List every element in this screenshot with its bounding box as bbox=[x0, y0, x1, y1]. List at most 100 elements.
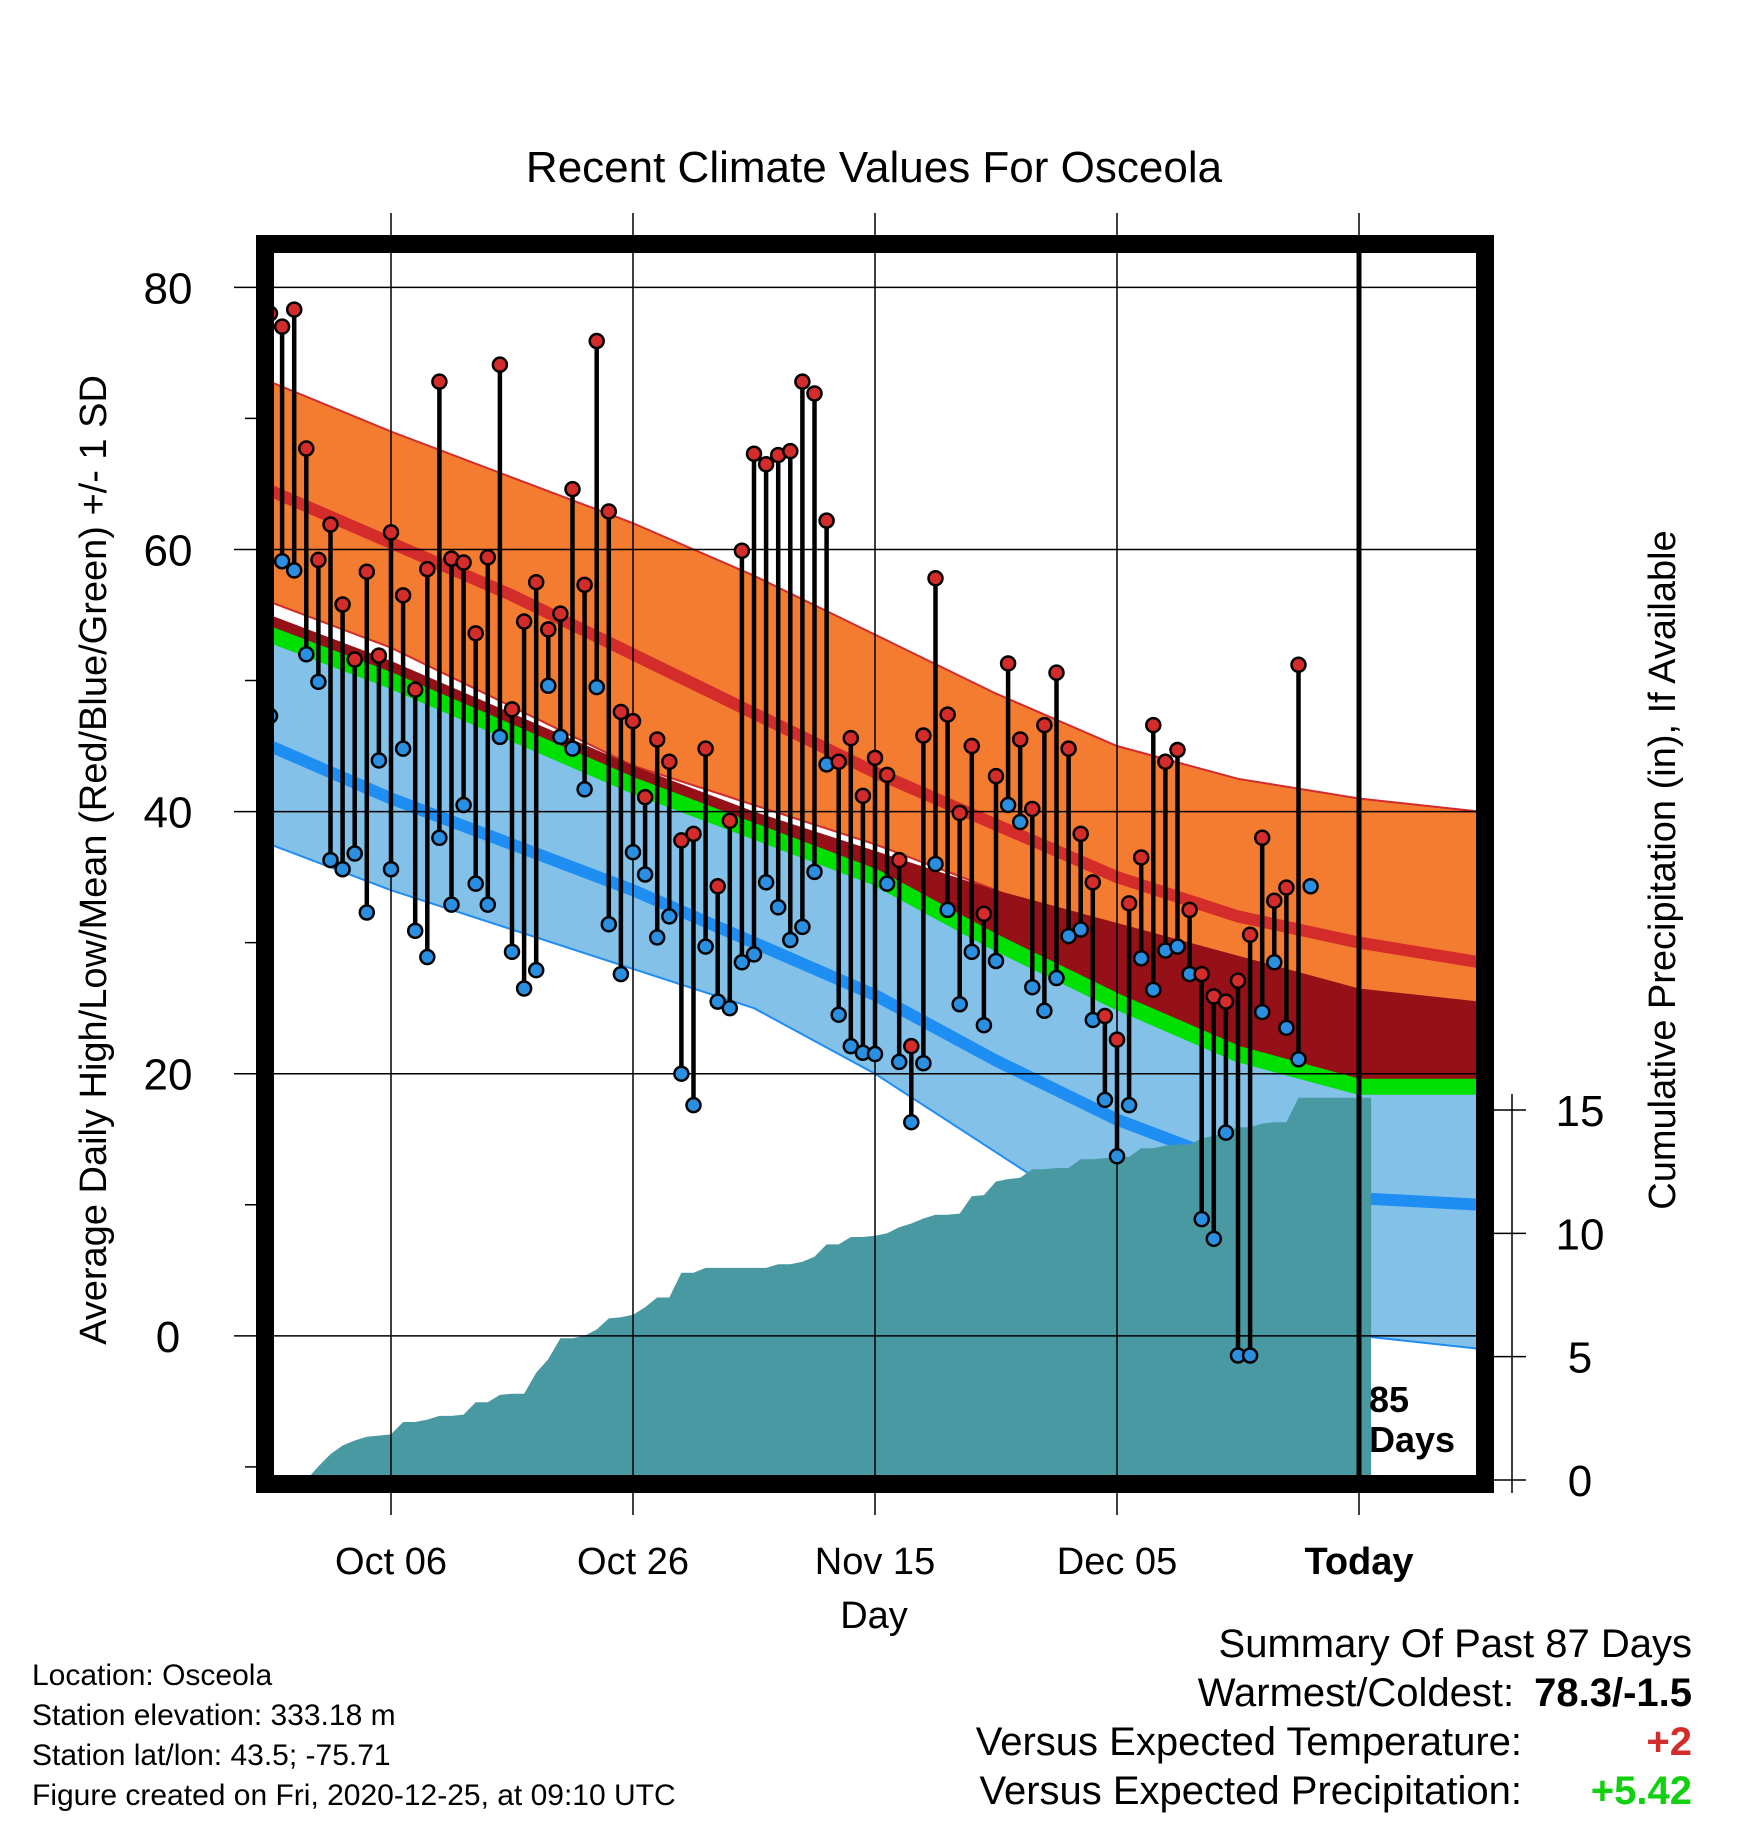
high-point bbox=[346, 651, 363, 668]
high-point bbox=[1241, 926, 1259, 944]
y-tick-label: 40 bbox=[144, 789, 193, 838]
low-point bbox=[419, 948, 436, 966]
low-point bbox=[503, 943, 521, 961]
high-point bbox=[854, 787, 872, 805]
low-point bbox=[334, 860, 351, 878]
high-point bbox=[406, 681, 424, 698]
high-point bbox=[661, 753, 678, 771]
high-point bbox=[951, 804, 968, 822]
y-tick-label: 60 bbox=[144, 526, 193, 575]
low-point bbox=[406, 922, 424, 940]
high-point bbox=[782, 442, 799, 460]
y2-tick-label: 5 bbox=[1568, 1334, 1592, 1383]
high-point bbox=[757, 456, 775, 473]
low-point bbox=[358, 904, 376, 921]
high-point bbox=[394, 587, 412, 604]
low-point bbox=[903, 1113, 920, 1131]
low-point bbox=[1266, 954, 1283, 971]
high-point bbox=[358, 563, 376, 580]
y2-tick-label: 0 bbox=[1568, 1457, 1592, 1506]
low-point bbox=[685, 1096, 702, 1114]
warmest-coldest-value: 78.3/-1.5 bbox=[1534, 1671, 1692, 1715]
chart-title: Recent Climate Values For Osceola bbox=[526, 143, 1223, 192]
high-point bbox=[1157, 753, 1174, 771]
low-point bbox=[1253, 1003, 1271, 1021]
low-point bbox=[1132, 950, 1150, 967]
plot-content bbox=[270, 248, 1480, 1480]
high-point bbox=[1048, 664, 1065, 681]
high-point bbox=[273, 318, 291, 335]
high-point bbox=[370, 647, 388, 664]
warmest-coldest-label: Warmest/Coldest: bbox=[1197, 1671, 1515, 1715]
precip-row: Versus Expected Precipitation: +5.42 bbox=[976, 1767, 1692, 1816]
low-point bbox=[1302, 878, 1319, 895]
low-point bbox=[975, 1016, 993, 1034]
y2-axis-label: Cumulative Precipitation (in), If Availa… bbox=[1642, 530, 1684, 1209]
low-point bbox=[431, 829, 448, 847]
high-point bbox=[564, 480, 581, 498]
high-point bbox=[285, 301, 303, 318]
low-point bbox=[479, 896, 497, 913]
high-point bbox=[1217, 993, 1235, 1010]
low-point bbox=[346, 845, 363, 862]
low-point bbox=[733, 954, 751, 971]
temp-label: Versus Expected Temperature: bbox=[975, 1720, 1522, 1764]
high-point bbox=[903, 1037, 920, 1055]
temp-value: +2 bbox=[1646, 1720, 1692, 1764]
low-point bbox=[830, 1006, 847, 1023]
days-unit-label: Days bbox=[1369, 1419, 1455, 1460]
high-point bbox=[1193, 965, 1210, 983]
low-point bbox=[915, 1054, 932, 1072]
low-point bbox=[552, 728, 569, 746]
high-point bbox=[648, 731, 666, 748]
low-point bbox=[951, 995, 968, 1013]
low-point bbox=[564, 740, 581, 757]
high-point bbox=[1229, 972, 1247, 989]
high-point bbox=[491, 356, 509, 373]
created-text: Figure created on Fri, 2020-12-25, at 09… bbox=[32, 1779, 676, 1812]
high-point bbox=[1253, 829, 1271, 847]
low-point bbox=[455, 796, 472, 814]
high-point bbox=[1132, 849, 1150, 866]
high-point bbox=[527, 573, 545, 591]
low-point bbox=[1036, 1002, 1053, 1020]
low-point bbox=[661, 908, 678, 925]
high-point bbox=[830, 753, 847, 771]
high-point bbox=[419, 560, 436, 578]
low-point bbox=[842, 1037, 860, 1055]
high-point bbox=[709, 878, 726, 895]
low-point bbox=[709, 993, 726, 1010]
low-point bbox=[1217, 1124, 1235, 1141]
y-tick-label: 0 bbox=[156, 1313, 180, 1362]
low-point bbox=[939, 901, 956, 919]
low-point bbox=[648, 929, 666, 946]
low-point bbox=[697, 938, 714, 955]
high-point bbox=[975, 905, 993, 923]
low-point bbox=[600, 916, 618, 933]
low-point bbox=[636, 866, 654, 883]
low-point bbox=[1193, 1210, 1210, 1228]
y2-tick-label: 10 bbox=[1556, 1210, 1605, 1259]
low-point bbox=[370, 752, 388, 769]
x-tick-label: Oct 26 bbox=[577, 1541, 689, 1583]
low-point bbox=[1205, 1230, 1223, 1248]
high-point bbox=[963, 737, 981, 755]
low-point bbox=[1011, 813, 1029, 831]
high-point bbox=[818, 512, 835, 529]
low-point bbox=[515, 980, 533, 997]
high-point bbox=[745, 445, 763, 463]
high-point bbox=[467, 625, 484, 642]
low-point bbox=[467, 875, 484, 892]
precip-value: +5.42 bbox=[1590, 1769, 1692, 1813]
y-tick-label: 20 bbox=[144, 1051, 193, 1100]
x-axis-label: Day bbox=[840, 1595, 908, 1637]
high-point bbox=[455, 554, 472, 571]
high-point bbox=[1072, 825, 1089, 843]
high-point bbox=[999, 655, 1017, 672]
low-point bbox=[794, 918, 811, 936]
low-point bbox=[866, 1045, 884, 1063]
summary-title: Summary Of Past 87 Days bbox=[1218, 1622, 1692, 1666]
high-point bbox=[576, 576, 593, 594]
low-point bbox=[806, 863, 823, 881]
